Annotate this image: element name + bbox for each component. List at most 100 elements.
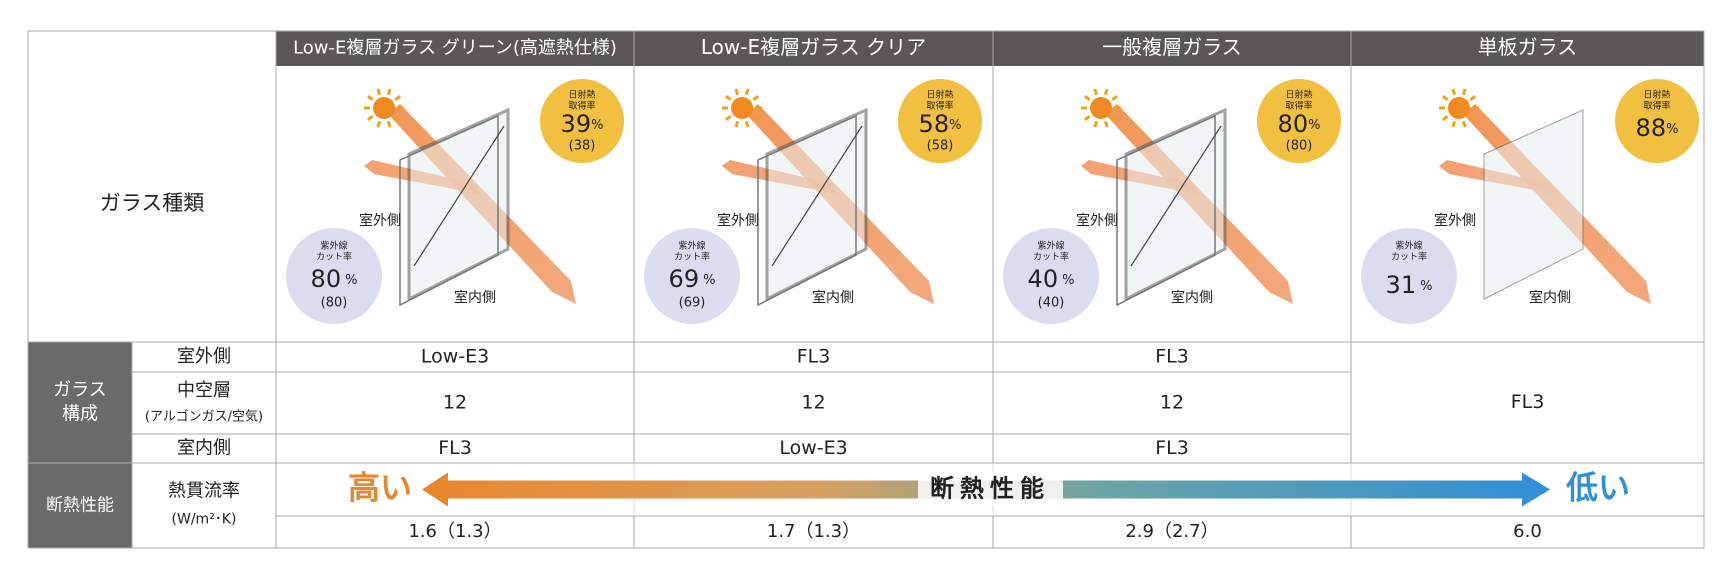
sun-ray (1469, 95, 1477, 101)
heat-center-bg (918, 473, 1063, 506)
badge-value: 31% (1386, 271, 1433, 299)
uv-badge (286, 228, 382, 324)
side-label: 室内側 (454, 289, 496, 306)
group-label: 断熱性能 (46, 496, 114, 516)
badge-sub: (58) (927, 139, 954, 154)
heat-center: 断熱性能 (930, 475, 1050, 503)
row-label: 中空層 (177, 380, 231, 401)
solar-badge (1615, 79, 1699, 163)
badge-label: 紫外線 (678, 240, 705, 252)
badge-unit: % (703, 273, 715, 288)
sun-ray (734, 88, 740, 96)
side-label: 室外側 (1434, 212, 1476, 229)
header-bar (276, 31, 1704, 66)
row-label-sub: (アルゴンガス/空気) (145, 409, 263, 425)
badge-label: 日射熱 (1643, 89, 1670, 101)
badge-unit: % (1062, 273, 1074, 288)
sun-ray (1441, 115, 1449, 121)
side-label: 室外側 (1076, 212, 1118, 229)
sun-ray (394, 95, 402, 101)
glass-reflex (771, 125, 863, 267)
badge-number: 80 (311, 265, 342, 293)
sun-ray (1093, 120, 1099, 128)
sun-core (731, 97, 753, 119)
sun (1439, 88, 1479, 128)
sun-ray (752, 115, 760, 121)
sun-ray (1451, 120, 1457, 128)
badge-label: 日射熱 (1285, 89, 1312, 101)
cell-value: FL3 (1511, 391, 1545, 413)
column-header: Low-E複層ガラス グリーン(高遮熱仕様) (293, 38, 617, 59)
sun (1081, 88, 1121, 128)
cell-value: 12 (1160, 392, 1184, 414)
solar-badge (898, 79, 982, 163)
sun-ray (376, 88, 382, 96)
glass-pane-back (399, 114, 499, 307)
badge-label: 取得率 (568, 100, 595, 112)
badge-value: 80% (311, 265, 358, 293)
glass-pane-back (757, 114, 857, 307)
cell-value: FL3 (797, 346, 831, 368)
badge-unit: % (1666, 122, 1678, 137)
sun-ray (1093, 88, 1099, 96)
badge-label: 紫外線 (1395, 240, 1422, 252)
heat-low: 低い (1566, 469, 1630, 507)
row-label: 室内側 (177, 438, 231, 459)
side-label: 室内側 (1529, 289, 1571, 306)
badge-unit: % (345, 273, 357, 288)
badge-number: 80 (1278, 110, 1309, 138)
sun-ray (744, 120, 750, 128)
group-label-line: 構成 (62, 404, 98, 425)
badge-label: 紫外線 (1037, 240, 1064, 252)
sun-ray (744, 88, 750, 96)
cell-value: 6.0 (1513, 521, 1542, 542)
cell-value: FL3 (1155, 437, 1189, 459)
badge-number: 39 (561, 110, 592, 138)
heat-high: 高い (348, 469, 412, 507)
uv-badge (1361, 228, 1457, 324)
badge-label: 取得率 (1643, 100, 1670, 112)
sun-core (1090, 97, 1112, 119)
sun-ray (1103, 120, 1109, 128)
cell-value: FL3 (438, 437, 472, 459)
badge-unit: % (1420, 279, 1432, 294)
badge-number: 58 (919, 110, 950, 138)
badge-sub: (80) (321, 296, 348, 311)
column-header: 一般複層ガラス (1102, 35, 1242, 59)
cell-value: 1.6（1.3） (408, 521, 501, 542)
badge-sub: (80) (1286, 139, 1313, 154)
sun-ray (386, 120, 392, 128)
row-label: 熱貫流率 (168, 481, 240, 502)
badge-sub: (40) (1038, 296, 1065, 311)
solar-badge (1257, 79, 1341, 163)
badge-value: 58% (919, 110, 962, 138)
badge-unit: % (949, 118, 961, 133)
sun-ray (1111, 115, 1119, 121)
sun-ray (376, 120, 382, 128)
sun-ray (1469, 115, 1477, 121)
badge-label: 取得率 (926, 100, 953, 112)
group-cell (28, 463, 132, 548)
uv-badge (1003, 228, 1099, 324)
side-label: 室外側 (359, 212, 401, 229)
side-label: 室内側 (1171, 289, 1213, 306)
badge-value: 80% (1278, 110, 1321, 138)
badge-label: 取得率 (1285, 100, 1312, 112)
badge-value: 88% (1636, 114, 1679, 142)
badge-value: 69% (669, 265, 716, 293)
badge-number: 31 (1386, 271, 1417, 299)
sun-ray (724, 95, 732, 101)
glass-reflex (413, 125, 505, 267)
group-cell (28, 342, 132, 463)
badge-label: カット率 (1391, 251, 1427, 263)
sun-ray (366, 115, 374, 121)
badge-number: 40 (1028, 265, 1059, 293)
side-label: 室外側 (717, 212, 759, 229)
row-label-sub: (W/m²･K) (172, 512, 237, 528)
sun-core (373, 97, 395, 119)
cell-value: 12 (801, 392, 825, 414)
sun-ray (386, 88, 392, 96)
cell-value: Low-E3 (779, 437, 847, 459)
sun-core (1448, 97, 1470, 119)
